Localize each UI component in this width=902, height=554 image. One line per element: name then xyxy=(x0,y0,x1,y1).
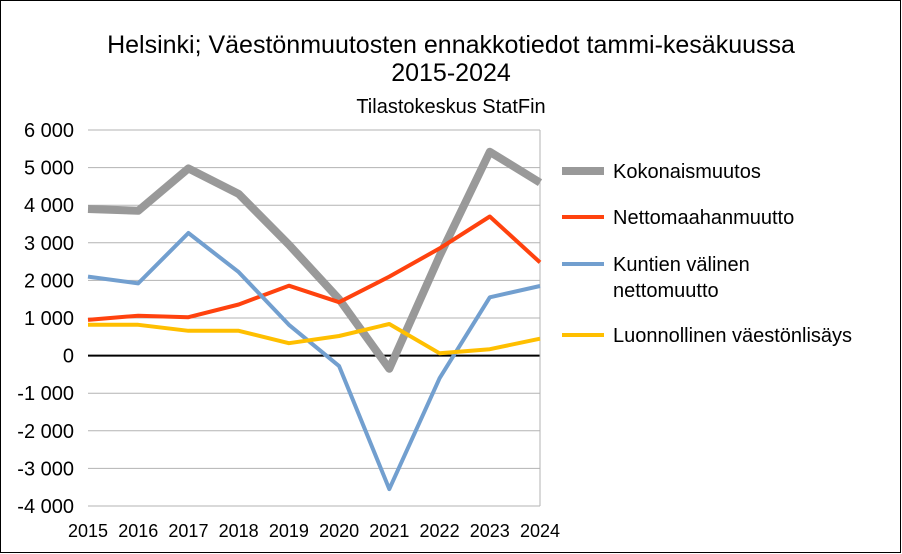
legend-label-2: nettomuutto xyxy=(613,280,719,302)
y-tick-label: -4 000 xyxy=(17,496,74,518)
x-tick-label: 2022 xyxy=(420,521,460,541)
legend-label-3: Luonnollinen väestönlisäys xyxy=(613,325,852,347)
y-tick-label: 3 000 xyxy=(24,233,74,255)
y-tick-label: 0 xyxy=(63,346,74,368)
series-line-0 xyxy=(87,147,543,373)
y-tick-label: 6 000 xyxy=(24,120,74,142)
x-tick-label: 2020 xyxy=(319,521,359,541)
series-line-1 xyxy=(87,214,542,322)
x-tick-label: 2019 xyxy=(269,521,309,541)
y-tick-label: 2 000 xyxy=(24,270,74,292)
y-tick-label: -1 000 xyxy=(17,383,74,405)
x-tick-label: 2015 xyxy=(68,521,108,541)
gridlines xyxy=(88,129,541,507)
chart-title-line2: 2015-2024 xyxy=(391,59,511,87)
y-tick-label: 5 000 xyxy=(24,158,74,180)
y-tick-label: -3 000 xyxy=(17,458,74,480)
legend-label-1: Nettomaahanmuutto xyxy=(613,207,794,229)
y-tick-label: -2 000 xyxy=(17,421,74,443)
x-axis-ticks: 2015 2016 2017 2018 2019 2020 2021 2022 2023 2024 xyxy=(68,521,560,541)
y-tick-label: 4 000 xyxy=(24,195,74,217)
x-tick-label: 2021 xyxy=(369,521,409,541)
chart-subtitle: Tilastokeskus StatFin xyxy=(356,96,545,118)
x-tick-label: 2018 xyxy=(219,521,259,541)
series-line-2 xyxy=(87,231,541,492)
legend: Kokonaismuutos Nettomaahanmuutto Kuntien v… xyxy=(562,161,852,347)
series-lines xyxy=(87,147,543,492)
y-tick-label: 1 000 xyxy=(24,308,74,330)
y-axis-ticks: 6 000 5 000 4 000 3 000 2 000 1 000 0 -1 000 -2 … xyxy=(17,120,74,518)
x-tick-label: 2023 xyxy=(470,521,510,541)
legend-label-0: Kokonaismuutos xyxy=(613,161,761,183)
x-tick-label: 2017 xyxy=(168,521,208,541)
x-tick-label: 2016 xyxy=(118,521,158,541)
series-line-3 xyxy=(88,322,541,356)
x-tick-label: 2024 xyxy=(520,521,560,541)
legend-label-2: Kuntien välinen xyxy=(613,254,750,276)
chart-title-line1: Helsinki; Väestönmuutosten ennakkotiedot… xyxy=(107,31,795,59)
